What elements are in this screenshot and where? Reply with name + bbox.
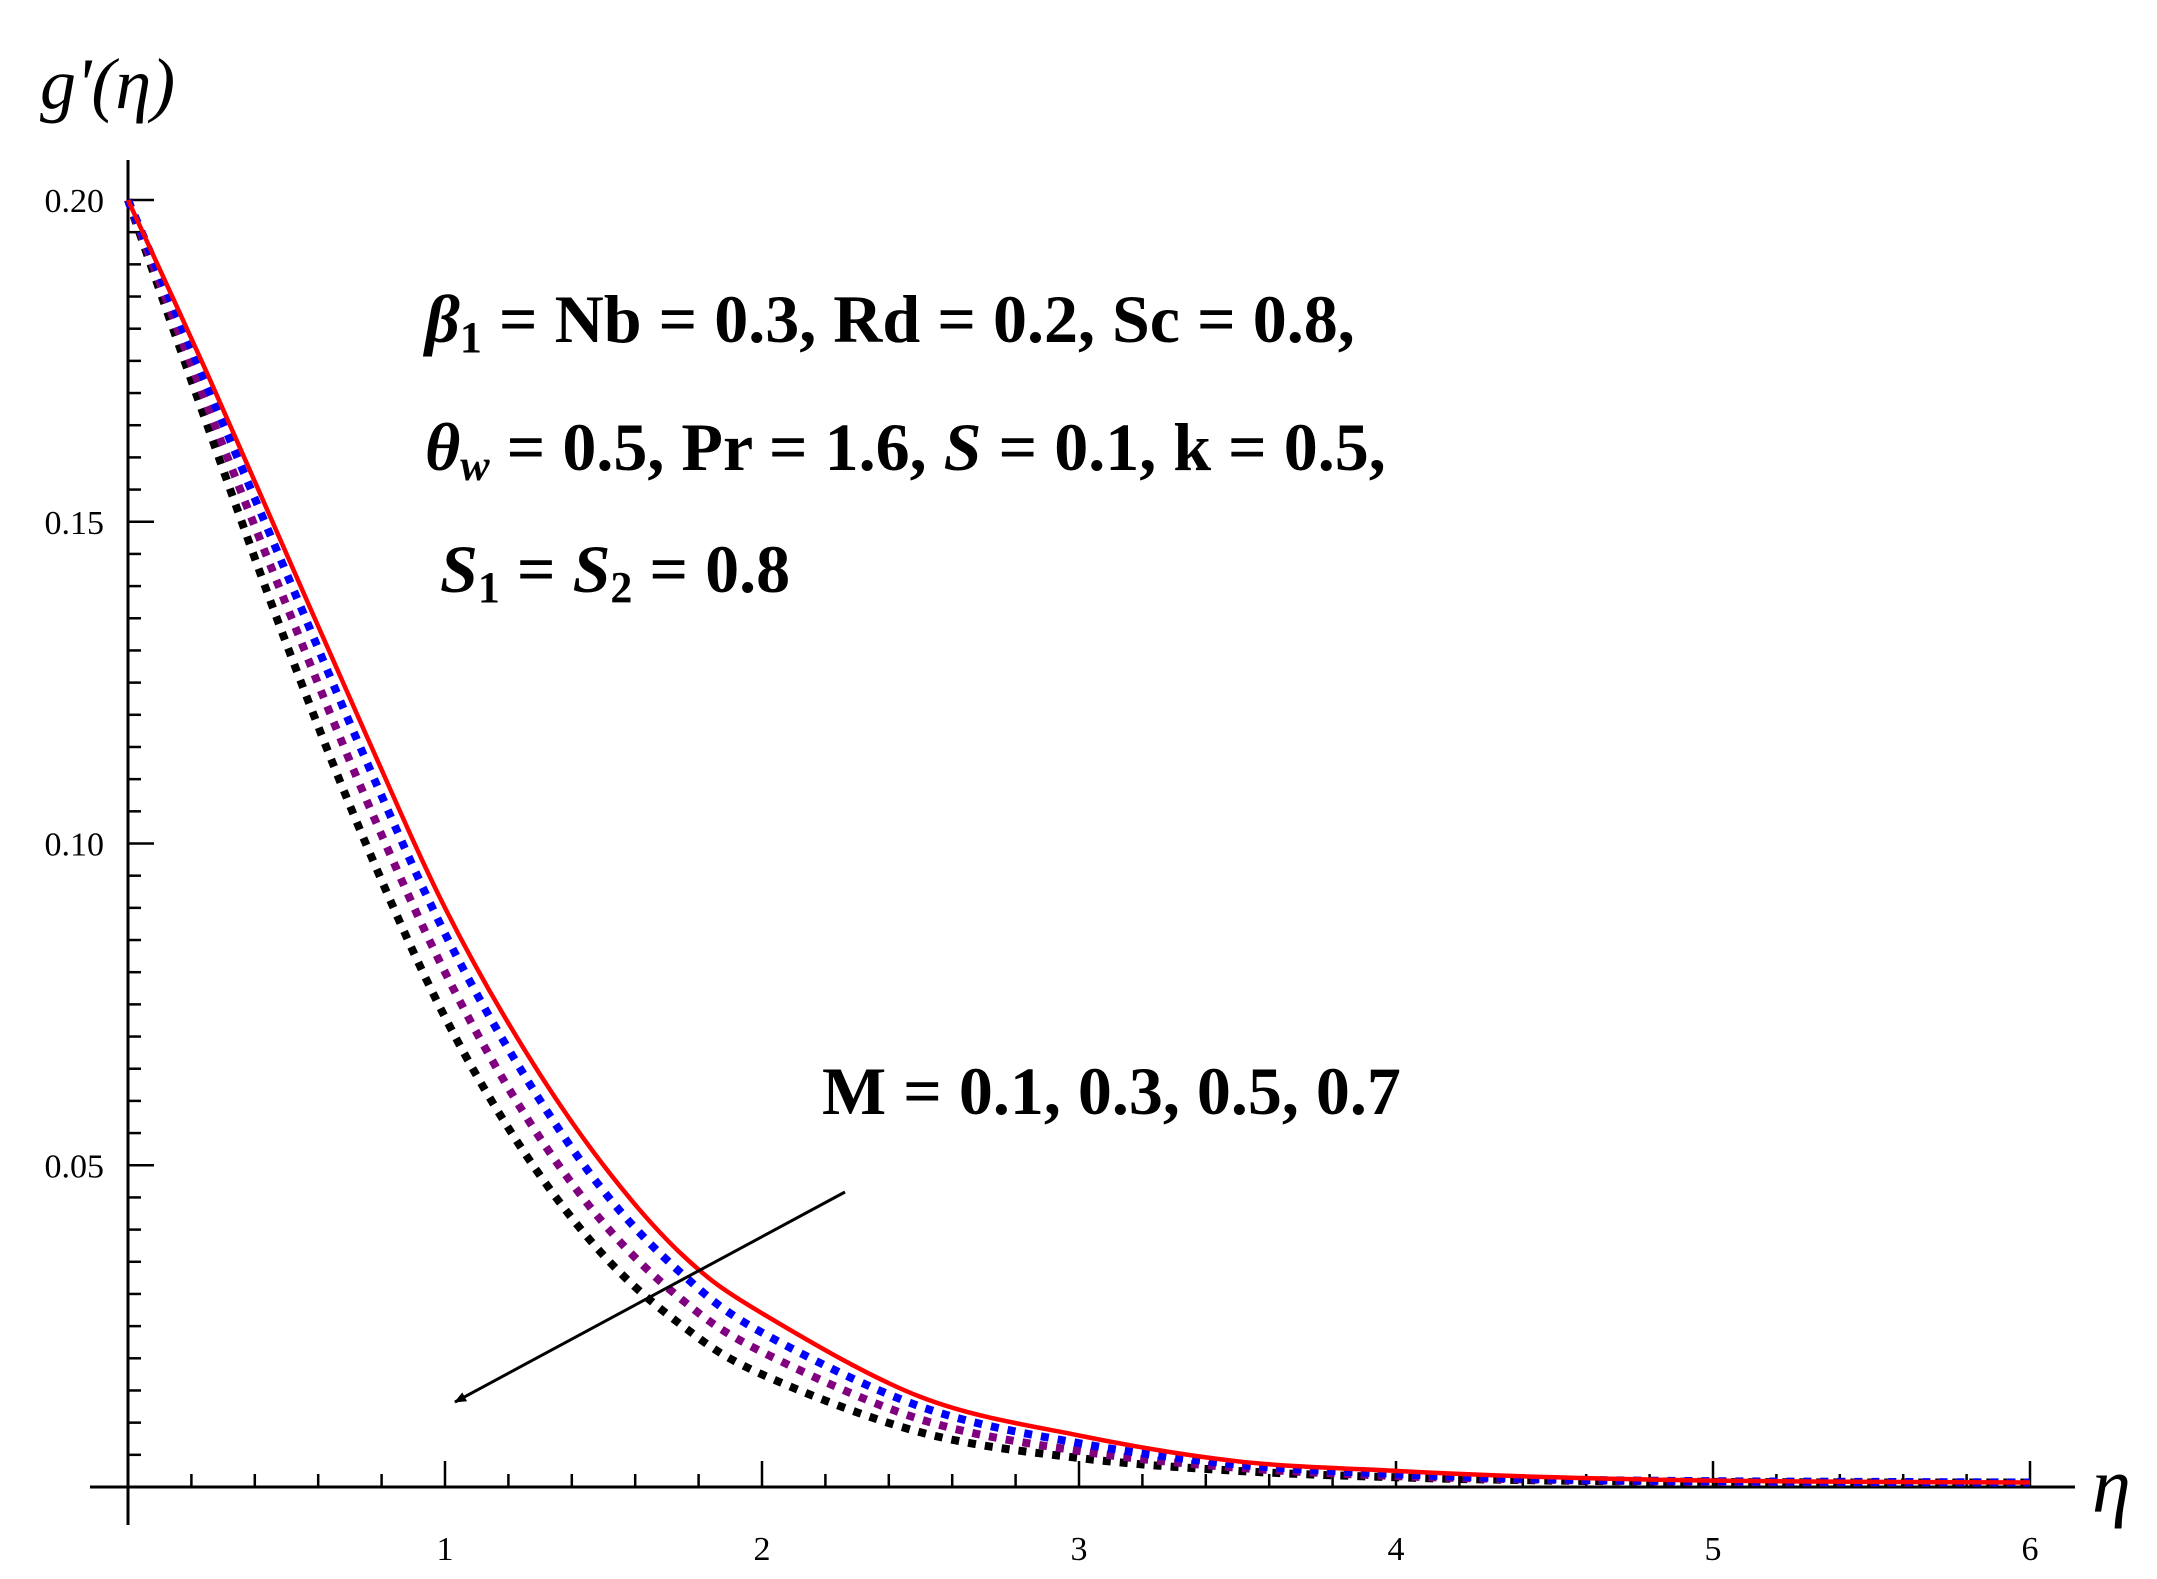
- param-line-3-rest: = 0.8: [632, 531, 790, 607]
- param-line-1-rest: = Nb = 0.3, Rd = 0.2, Sc = 0.8,: [482, 281, 1355, 357]
- param-beta-subscript: 1: [460, 313, 482, 362]
- param-s2-subscript: 2: [610, 563, 632, 612]
- arrow-label: M = 0.1, 0.3, 0.5, 0.7: [822, 1053, 1401, 1129]
- x-tick-label: 5: [1705, 1531, 1722, 1568]
- x-tick-label: 6: [2022, 1531, 2039, 1568]
- x-axis-label: η: [2092, 1442, 2131, 1529]
- param-line-3: S1 = S2 = 0.8: [440, 531, 790, 612]
- y-ticks: 0.05 0.10 0.15 0.20: [45, 183, 154, 1489]
- param-line-2-mid: = 0.5, Pr = 1.6,: [490, 409, 944, 485]
- series-line-m-0-3: [124, 198, 2031, 1487]
- x-tick-label: 3: [1071, 1531, 1088, 1568]
- param-theta-symbol: θ: [425, 409, 460, 485]
- series-group: [124, 198, 2031, 1487]
- param-s2-symbol: S: [573, 531, 611, 607]
- x-ticks: 1 2 3 4 5 6: [126, 1461, 2039, 1568]
- param-s1-symbol: S: [440, 531, 478, 607]
- x-tick-label: 4: [1388, 1531, 1405, 1568]
- x-tick-label: 2: [754, 1531, 771, 1568]
- parameter-annotation: β1 = Nb = 0.3, Rd = 0.2, Sc = 0.8, θw = …: [422, 281, 1386, 612]
- axes: 1 2 3 4 5 6 0.05 0.10 0.15 0.20: [45, 160, 2075, 1568]
- param-line-2-rest: = 0.1, k = 0.5,: [981, 409, 1385, 485]
- y-tick-label: 0.10: [45, 827, 105, 864]
- x-tick-label: 1: [437, 1531, 454, 1568]
- y-tick-label: 0.20: [45, 183, 105, 220]
- series-line-m-0-7: [124, 198, 2031, 1487]
- param-line-2: θw = 0.5, Pr = 1.6, S = 0.1, k = 0.5,: [425, 409, 1386, 490]
- param-line-3-eq: =: [500, 531, 573, 607]
- param-s-symbol: S: [944, 409, 982, 485]
- series-line-m-0-1: [125, 199, 2031, 1485]
- param-s1-subscript: 1: [478, 563, 500, 612]
- param-theta-subscript: w: [460, 441, 490, 490]
- y-tick-label: 0.05: [45, 1148, 105, 1185]
- trend-arrow: [454, 1190, 846, 1404]
- y-tick-label: 0.15: [45, 505, 105, 542]
- param-line-1: β1 = Nb = 0.3, Rd = 0.2, Sc = 0.8,: [422, 281, 1355, 362]
- y-axis-label: g'(η): [40, 44, 175, 124]
- param-beta-symbol: β: [422, 281, 460, 357]
